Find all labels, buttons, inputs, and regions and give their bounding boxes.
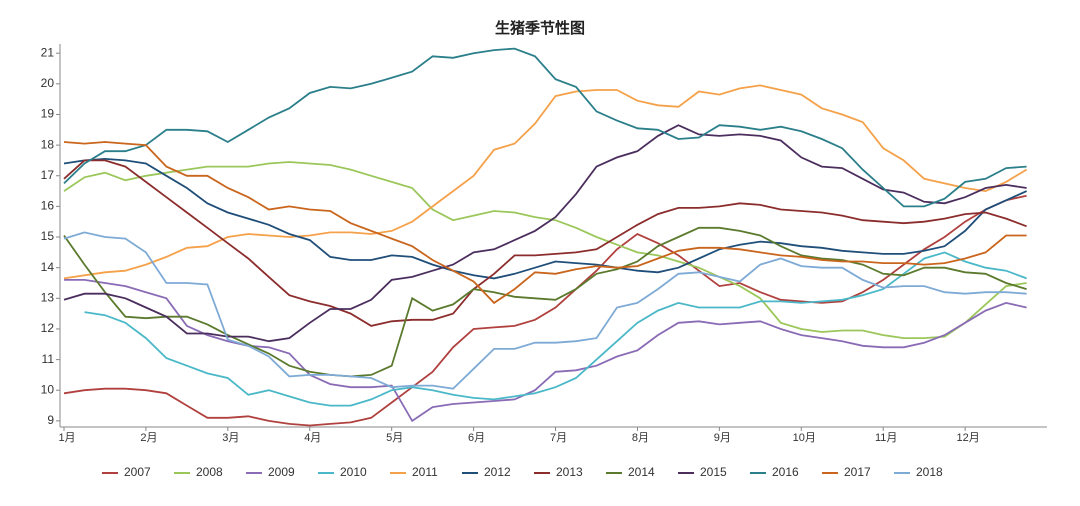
- series-line: [64, 279, 1027, 423]
- x-tick-label: 5月: [386, 432, 403, 444]
- x-tick-label: 9月: [714, 432, 731, 444]
- legend-label: 2008: [196, 465, 223, 479]
- series-line: [84, 251, 1027, 407]
- y-tick-label: 14: [41, 260, 55, 274]
- legend-label: 2016: [772, 465, 799, 479]
- series-line: [63, 194, 1027, 427]
- y-tick-label: 10: [41, 382, 55, 396]
- series-line: [63, 157, 1027, 280]
- y-tick-label: 11: [42, 352, 55, 366]
- legend-label: 2018: [916, 465, 943, 479]
- series-line: [63, 231, 1027, 390]
- legend-label: 2007: [124, 465, 151, 479]
- series-line: [63, 84, 1028, 280]
- y-tick-label: 9: [47, 413, 54, 427]
- y-tick-label: 19: [41, 107, 55, 121]
- x-tick-label: 2月: [140, 432, 157, 444]
- legend-label: 2010: [340, 465, 367, 479]
- series-line: [63, 159, 1027, 327]
- legend-label: 2017: [844, 465, 871, 479]
- y-tick-label: 13: [41, 290, 55, 304]
- series-line: [63, 226, 1027, 378]
- x-tick-label: 8月: [632, 432, 649, 444]
- x-tick-label: 12月: [956, 432, 979, 444]
- chart-title: 生猪季节性图: [495, 19, 585, 37]
- y-tick-label: 17: [41, 168, 55, 182]
- series-line: [63, 161, 1027, 339]
- y-tick-label: 16: [41, 199, 55, 213]
- x-tick-label: 6月: [468, 432, 485, 444]
- series-line: [63, 47, 1027, 208]
- y-tick-label: 18: [41, 137, 55, 151]
- series-line: [63, 141, 1027, 305]
- x-tick-label: 10月: [793, 432, 816, 444]
- legend-label: 2015: [700, 465, 727, 479]
- x-tick-label: 7月: [550, 432, 567, 444]
- legend-label: 2009: [268, 465, 295, 479]
- x-tick-label: 11月: [875, 432, 897, 444]
- legend-label: 2011: [412, 465, 438, 479]
- y-tick-label: 21: [41, 45, 55, 59]
- legend-label: 2013: [556, 465, 583, 479]
- x-tick-label: 4月: [304, 432, 321, 444]
- y-tick-label: 20: [41, 76, 55, 90]
- y-tick-label: 12: [41, 321, 55, 335]
- series-line: [63, 124, 1027, 343]
- y-tick-label: 15: [41, 229, 55, 243]
- legend-label: 2012: [484, 465, 511, 479]
- x-tick-label: 1月: [58, 432, 75, 444]
- x-tick-label: 3月: [222, 432, 239, 444]
- legend-label: 2014: [628, 465, 655, 479]
